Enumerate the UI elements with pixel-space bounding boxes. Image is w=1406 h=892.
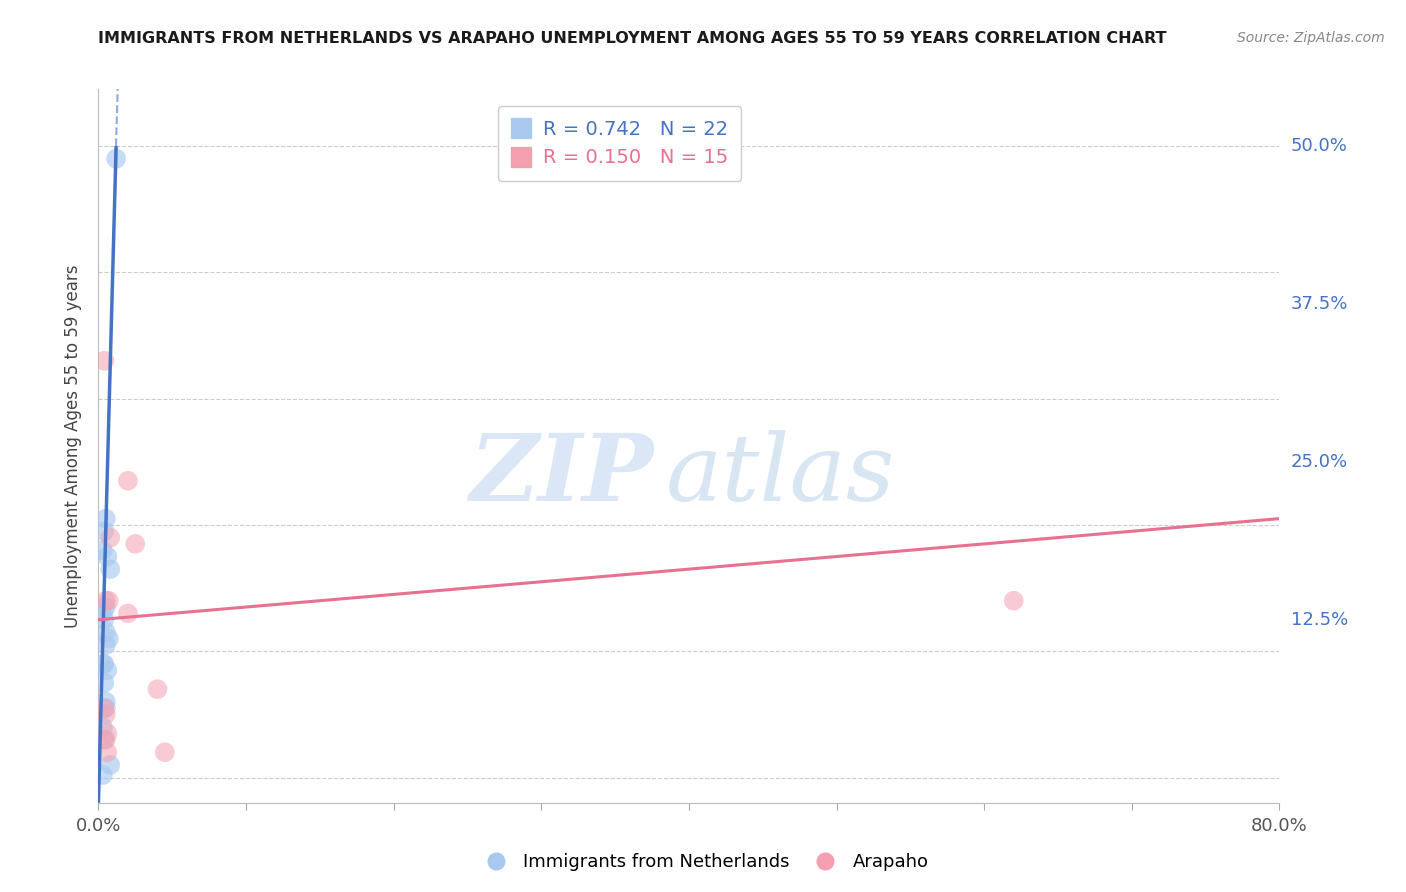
Text: ZIP: ZIP bbox=[470, 430, 654, 519]
Text: 25.0%: 25.0% bbox=[1291, 453, 1348, 471]
Point bbox=[91, 720, 114, 734]
Point bbox=[94, 511, 117, 525]
Point bbox=[98, 562, 121, 576]
Point bbox=[93, 613, 115, 627]
Legend: Immigrants from Netherlands, Arapaho: Immigrants from Netherlands, Arapaho bbox=[471, 847, 935, 879]
Point bbox=[91, 543, 114, 558]
Point bbox=[97, 632, 120, 646]
Text: 37.5%: 37.5% bbox=[1291, 295, 1348, 313]
Point bbox=[93, 353, 115, 368]
Point bbox=[117, 474, 139, 488]
Point bbox=[94, 600, 117, 615]
Point bbox=[98, 758, 121, 772]
Point bbox=[105, 152, 128, 166]
Point bbox=[93, 657, 115, 671]
Point bbox=[146, 682, 169, 697]
Point bbox=[117, 607, 139, 621]
Point bbox=[93, 732, 115, 747]
Point bbox=[153, 745, 176, 759]
Point bbox=[91, 607, 114, 621]
Point bbox=[91, 768, 114, 782]
Point bbox=[94, 625, 117, 640]
Point bbox=[94, 707, 117, 722]
Text: Source: ZipAtlas.com: Source: ZipAtlas.com bbox=[1237, 31, 1385, 45]
Point bbox=[96, 745, 118, 759]
Point bbox=[94, 701, 117, 715]
Y-axis label: Unemployment Among Ages 55 to 59 years: Unemployment Among Ages 55 to 59 years bbox=[63, 264, 82, 628]
Point bbox=[96, 726, 118, 740]
Point bbox=[1002, 593, 1025, 607]
Text: 50.0%: 50.0% bbox=[1291, 137, 1347, 155]
Point bbox=[93, 675, 115, 690]
Point bbox=[94, 638, 117, 652]
Point bbox=[94, 695, 117, 709]
Point bbox=[96, 663, 118, 677]
Text: atlas: atlas bbox=[665, 430, 894, 519]
Point bbox=[93, 701, 115, 715]
Point bbox=[94, 593, 117, 607]
Point bbox=[94, 732, 117, 747]
Point bbox=[93, 524, 115, 539]
Legend: R = 0.742   N = 22, R = 0.150   N = 15: R = 0.742 N = 22, R = 0.150 N = 15 bbox=[498, 106, 741, 181]
Text: IMMIGRANTS FROM NETHERLANDS VS ARAPAHO UNEMPLOYMENT AMONG AGES 55 TO 59 YEARS CO: IMMIGRANTS FROM NETHERLANDS VS ARAPAHO U… bbox=[98, 31, 1167, 46]
Point bbox=[98, 531, 121, 545]
Point bbox=[124, 537, 146, 551]
Point bbox=[91, 657, 114, 671]
Text: 12.5%: 12.5% bbox=[1291, 611, 1348, 629]
Point bbox=[96, 549, 118, 564]
Point bbox=[97, 593, 120, 607]
